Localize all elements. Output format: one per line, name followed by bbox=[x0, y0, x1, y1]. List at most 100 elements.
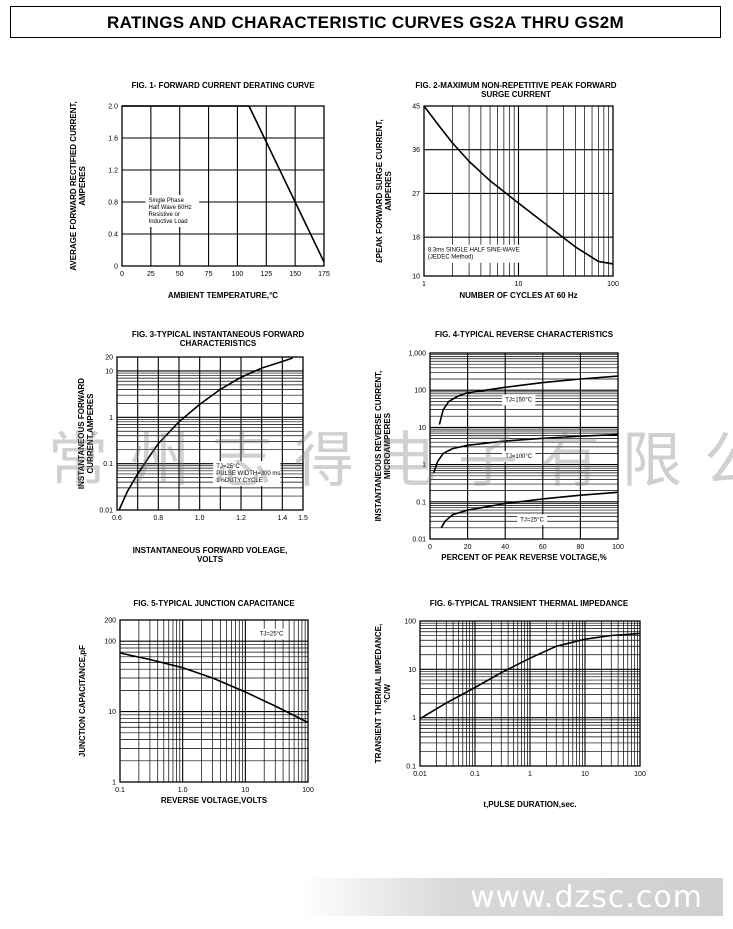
x-tick-label: 0.01 bbox=[413, 771, 427, 778]
y-axis-label: INSTANTANEOUS FORWARD bbox=[77, 378, 86, 489]
x-tick-label: 1.4 bbox=[277, 515, 287, 522]
series-line bbox=[119, 652, 309, 724]
y-axis-label: AMPERES bbox=[384, 171, 393, 211]
annotation-bg bbox=[502, 451, 536, 463]
chart-title: FIG. 2-MAXIMUM NON-REPETITIVE PEAK FORWA… bbox=[415, 81, 616, 90]
x-tick-label: 1.5 bbox=[298, 515, 308, 522]
chart-title: CHARACTERISTICS bbox=[180, 339, 257, 348]
y-axis-label: INSTANTANEOUS REVERSE CURRENT, bbox=[374, 371, 383, 522]
x-tick-label: 80 bbox=[577, 544, 585, 551]
x-tick-label: 0.1 bbox=[115, 787, 125, 794]
y-tick-label: 0.4 bbox=[108, 232, 118, 239]
annotation-bg bbox=[517, 514, 548, 526]
y-tick-label: 0.1 bbox=[406, 764, 416, 771]
x-axis-label: NUMBER OF CYCLES AT 60 Hz bbox=[459, 291, 577, 300]
annotation-text: (JEDEC Method) bbox=[428, 255, 473, 261]
annotation-bg bbox=[256, 628, 287, 640]
x-tick-label: 0 bbox=[120, 271, 124, 278]
annotation-text: TJ=100°C bbox=[505, 454, 533, 460]
plot-frame bbox=[423, 105, 614, 277]
chart-title: FIG. 4-TYPICAL REVERSE CHARACTERISTICS bbox=[435, 330, 614, 339]
y-tick-label: 1 bbox=[412, 715, 416, 722]
annotation-bg bbox=[502, 394, 536, 406]
y-tick-label: 27 bbox=[412, 191, 420, 198]
x-tick-label: 150 bbox=[289, 271, 301, 278]
y-axis-label: CURRENT,AMPERES bbox=[86, 393, 95, 474]
x-tick-label: 100 bbox=[302, 787, 314, 794]
y-tick-label: 1 bbox=[422, 462, 426, 469]
x-tick-label: 75 bbox=[205, 271, 213, 278]
x-tick-label: 0.1 bbox=[470, 771, 480, 778]
y-tick-label: 10 bbox=[412, 274, 420, 281]
y-tick-label: 45 bbox=[412, 104, 420, 111]
page-title: RATINGS AND CHARACTERISTIC CURVES GS2A T… bbox=[107, 13, 624, 32]
chart-fig5: 0.1 1.0 10 100 1 10 100 200 FIG. 5-TYPICAL JUNCT… bbox=[78, 599, 314, 805]
chart-title: FIG. 6-TYPICAL TRANSIENT THERMAL IMPEDAN… bbox=[430, 599, 629, 608]
x-tick-label: 60 bbox=[539, 544, 547, 551]
x-tick-label: 0.6 bbox=[112, 515, 122, 522]
annotation-text: Resistive or bbox=[149, 212, 180, 218]
annotation-text: TJ=150°C bbox=[505, 397, 533, 403]
series-line bbox=[122, 105, 325, 263]
x-tick-label: 10 bbox=[515, 281, 523, 288]
y-axis-label: TRANSIENT THERMAL IMPEDANCE, bbox=[374, 624, 383, 763]
x-axis-label: REVERSE VOLTAGE,VOLTS bbox=[161, 796, 268, 805]
x-axis-label: INSTANTANEOUS FORWARD VOLEAGE, bbox=[133, 546, 288, 555]
annotation-bg bbox=[145, 195, 200, 227]
title-box: RATINGS AND CHARACTERISTIC CURVES GS2A T… bbox=[10, 6, 721, 38]
x-tick-label: 50 bbox=[176, 271, 184, 278]
x-tick-label: 0.8 bbox=[153, 515, 163, 522]
y-tick-label: 200 bbox=[104, 618, 116, 625]
y-tick-label: 1.6 bbox=[108, 136, 118, 143]
x-tick-label: 1.0 bbox=[178, 787, 188, 794]
annotation-text: TJ=25°C bbox=[260, 632, 284, 638]
x-axis-label: PERCENT OF PEAK REVERSE VOLTAGE,% bbox=[441, 553, 607, 562]
annotation-text: Half Wave 60Hz bbox=[149, 205, 192, 211]
annotation-bg bbox=[213, 461, 281, 487]
chart-fig3: 0.6 0.8 1.0 1.2 1.4 1.5 0.01 0.1 1 10 20 FIG. 3-TYP… bbox=[77, 330, 308, 564]
plot-frame bbox=[116, 356, 304, 511]
x-tick-label: 10 bbox=[581, 771, 589, 778]
x-axis-label: AMBIENT TEMPERATURE,°C bbox=[168, 291, 278, 300]
y-tick-label: 0.1 bbox=[103, 461, 113, 468]
annotation-text: PULSE WIDTH=300 ms bbox=[216, 471, 280, 477]
plot-frame bbox=[419, 620, 641, 767]
x-tick-label: 100 bbox=[232, 271, 244, 278]
plot-frame bbox=[121, 105, 325, 267]
annotation-text: 1%DUTY CYCLE bbox=[216, 478, 263, 484]
x-tick-label: 1.2 bbox=[236, 515, 246, 522]
watermark-banner: www.dzsc.com bbox=[300, 878, 723, 916]
plot-frame bbox=[429, 352, 619, 540]
y-tick-label: 20 bbox=[105, 355, 113, 362]
series-line bbox=[440, 491, 619, 529]
y-tick-label: 10 bbox=[108, 709, 116, 716]
x-tick-label: 100 bbox=[607, 281, 619, 288]
chart-title: FIG. 1- FORWARD CURRENT DERATING CURVE bbox=[131, 81, 315, 90]
y-tick-label: 10 bbox=[408, 667, 416, 674]
y-axis-label: £PEAK FORWARD SURGE CURRENT, bbox=[375, 119, 384, 262]
chart-fig4: 0 20 40 60 80 100 0.01 0.1 1 10 100 1,000 FIG. 4-TYP… bbox=[374, 330, 624, 562]
annotation-text: TJ=25°C bbox=[216, 464, 240, 470]
x-tick-label: 1 bbox=[422, 281, 426, 288]
y-tick-label: 36 bbox=[412, 147, 420, 154]
annotation-text: Inductive Load bbox=[149, 219, 188, 225]
y-tick-label: 18 bbox=[412, 235, 420, 242]
series-line bbox=[433, 433, 619, 474]
x-axis-label: t,PULSE DURATION,sec. bbox=[483, 800, 576, 809]
x-axis-label: VOLTS bbox=[197, 555, 224, 564]
y-tick-label: 1 bbox=[112, 780, 116, 787]
y-axis-label: MICROAMPERES bbox=[383, 412, 392, 479]
x-tick-label: 100 bbox=[634, 771, 646, 778]
series-line bbox=[438, 375, 619, 425]
annotation-text: Single Phase bbox=[149, 198, 185, 204]
x-tick-label: 20 bbox=[464, 544, 472, 551]
y-tick-label: 2.0 bbox=[108, 104, 118, 111]
x-tick-label: 1.0 bbox=[195, 515, 205, 522]
series-line bbox=[118, 357, 293, 511]
y-tick-label: 100 bbox=[104, 639, 116, 646]
y-tick-label: 0.01 bbox=[412, 537, 426, 544]
y-tick-label: 1 bbox=[109, 415, 113, 422]
